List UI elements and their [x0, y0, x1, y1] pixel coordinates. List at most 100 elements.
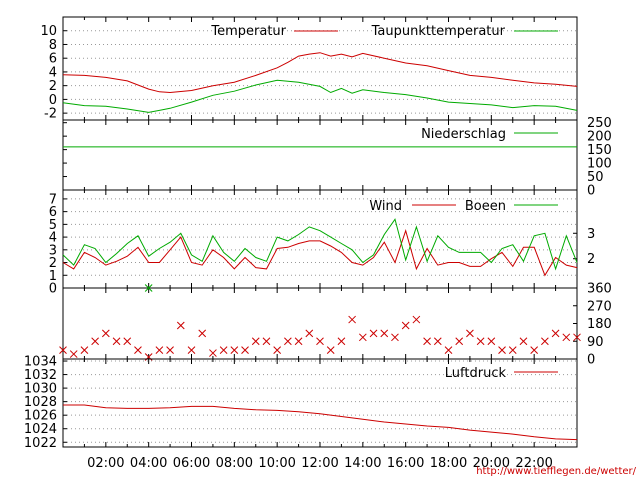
time-axis-label: 12:00 [301, 456, 338, 471]
series-line-temperatur [62, 52, 578, 94]
wind-direction-point-stroke [251, 337, 260, 346]
wind-direction-point [59, 346, 67, 354]
pressure-y-tick-label: 1026 [24, 409, 57, 424]
wind-y-tick-label: 1 [49, 269, 57, 284]
pressure-y-tick-label: 1024 [24, 422, 57, 437]
wind-direction-point [144, 284, 153, 292]
wind-direction-point [401, 321, 410, 330]
credit-url: http://www.tiefflegen.de/wetter/ [476, 466, 636, 477]
wind-direction-point-stroke [316, 337, 324, 346]
wind-direction-point [380, 329, 389, 338]
wind-direction-point [391, 333, 399, 342]
wind-direction-right-tick-label: 90 [587, 335, 604, 350]
wind-direction-point [209, 349, 217, 357]
time-axis: 02:00 04:00 06:00 08:00 10:00 12:00 14:00 16:00… [87, 456, 553, 471]
wind-direction-point-stroke [176, 321, 185, 330]
pressure-y-tick-label: 1030 [24, 382, 57, 397]
wind-direction-point-stroke [498, 346, 506, 354]
wind-direction-point [123, 337, 132, 346]
wind-direction-point [530, 346, 539, 354]
wind-direction-point-stroke [198, 329, 207, 338]
wind-direction-point [112, 337, 121, 346]
wind-direction-point-stroke [59, 346, 67, 354]
wind-direction-point-stroke [380, 329, 389, 338]
wind-direction-point [358, 333, 367, 342]
pressure-series [63, 404, 578, 441]
time-axis-label: 16:00 [387, 456, 424, 471]
wind-direction-point [187, 346, 196, 354]
wind-direction-point-stroke [187, 346, 196, 354]
wind-direction-point [241, 346, 249, 354]
wind-y-tick-label: 3 [49, 243, 57, 258]
precipitation-y-tick-label: 250 [587, 116, 612, 131]
wind-direction-point [69, 350, 78, 358]
wind-direction-point [101, 329, 110, 338]
wind-direction-point-stroke [391, 333, 399, 342]
pressure-y-tick-label: 1022 [24, 436, 57, 451]
wind-direction-point-stroke [551, 329, 560, 338]
wind-direction-point [251, 337, 260, 346]
wind-direction-point-stroke [487, 337, 496, 346]
time-axis-label: 14:00 [344, 456, 381, 471]
wind-direction-point-stroke [455, 337, 464, 346]
wind-direction-right-tick-label: 270 [587, 299, 612, 314]
wind-y-tick-label: 4 [49, 231, 57, 246]
wind-direction-point-stroke [433, 337, 442, 346]
wind-right-tick-label: 2 [587, 252, 595, 267]
wind-direction-point [219, 346, 228, 354]
wind-direction-point-stroke [294, 337, 303, 346]
wind-direction-point [294, 337, 303, 346]
wind-direction-point [198, 329, 207, 338]
wind-direction-point-stroke [166, 346, 174, 354]
wind-direction-point [348, 315, 356, 324]
wind-direction-point [498, 346, 506, 354]
wind-direction-point-stroke [508, 346, 517, 354]
wind-direction-point-stroke [562, 333, 571, 342]
wind-direction-point [455, 337, 464, 346]
wind-direction-point [326, 346, 335, 354]
wind-direction-point [412, 315, 421, 324]
wind-direction-point [562, 333, 571, 342]
wind-direction-point-stroke [444, 346, 453, 354]
wind-direction-point-stroke [476, 337, 485, 346]
wind-direction-point-stroke [262, 337, 271, 346]
precipitation-y-tick-label: 50 [587, 170, 604, 185]
wind-direction-point [444, 346, 453, 354]
wind-direction-point [508, 346, 517, 354]
wind-direction-point [519, 337, 528, 346]
wind-direction-point-stroke [466, 329, 474, 338]
wind-y-tick-label: 7 [49, 192, 57, 207]
series-line-luftdruck [63, 404, 578, 441]
pressure-y-tick-label: 1028 [24, 395, 57, 410]
wind-direction-point [476, 337, 485, 346]
wind-direction-point-stroke [423, 337, 431, 346]
wind-direction-point [284, 337, 292, 346]
wind-direction-point-stroke [112, 337, 121, 346]
series-line-boeen [62, 218, 578, 271]
wind-direction-point-stroke [541, 337, 549, 346]
wind-direction-point [134, 346, 142, 354]
wind-direction-point-stroke [91, 337, 99, 346]
wind-direction-point [337, 337, 346, 346]
wind-direction-point [433, 337, 442, 346]
wind-direction-point-stroke [155, 346, 164, 354]
wind-direction-point-stroke [337, 337, 346, 346]
wind-direction-point [273, 346, 282, 354]
wind-direction-point-stroke [369, 329, 378, 338]
wind-direction-point-stroke [209, 349, 217, 357]
wind-direction-point [80, 346, 89, 354]
wind-direction-point-stroke [69, 350, 78, 358]
legend-temperatur-label: Temperatur [210, 24, 286, 39]
temperature-y-tick-label: 6 [49, 52, 57, 67]
wind-direction-point-stroke [401, 321, 410, 330]
wind-direction-right-tick-label: 0 [587, 353, 595, 368]
wind-direction-point-stroke [573, 333, 581, 342]
time-axis-label: 20:00 [473, 456, 510, 471]
wind-direction-point-stroke [273, 346, 282, 354]
wind-direction-point-stroke [284, 337, 292, 346]
